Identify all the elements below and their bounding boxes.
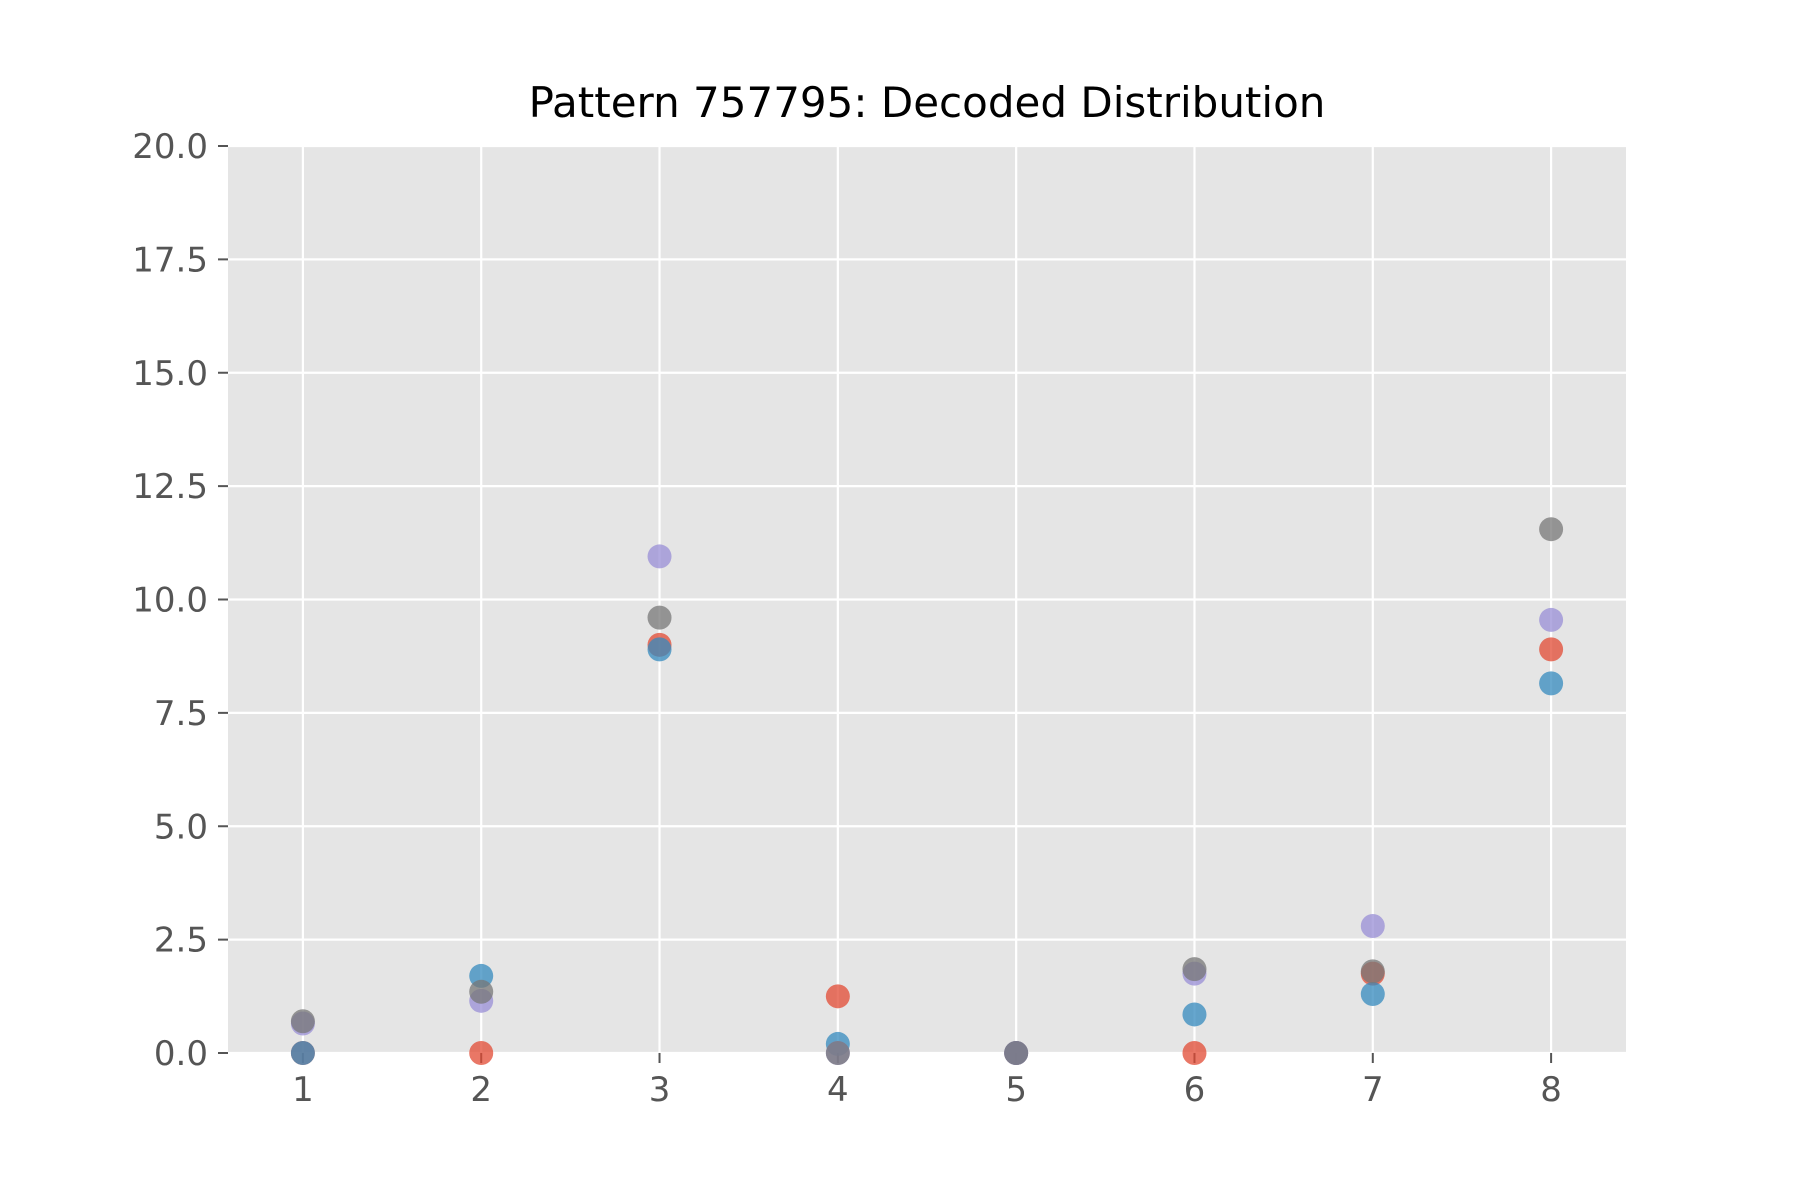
data-point	[1360, 959, 1385, 984]
x-tick-label: 7	[1362, 1070, 1384, 1110]
y-tick-label: 17.5	[132, 240, 208, 280]
data-point	[1004, 1041, 1029, 1065]
x-tick-label: 5	[1005, 1070, 1027, 1110]
data-point	[290, 1009, 315, 1034]
data-point	[290, 1041, 315, 1065]
data-point	[1182, 1002, 1207, 1027]
data-point	[1360, 982, 1385, 1007]
data-point	[1539, 517, 1564, 542]
data-point	[469, 979, 494, 1004]
y-tick-label: 20.0	[132, 127, 208, 167]
data-point	[1182, 1041, 1207, 1065]
data-points	[290, 517, 1564, 1065]
data-point	[825, 984, 850, 1009]
x-tick-label: 4	[827, 1070, 849, 1110]
x-tick-label: 3	[649, 1070, 671, 1110]
data-point	[1539, 607, 1564, 632]
y-tick-label: 2.5	[154, 921, 208, 961]
y-tick-label: 5.0	[154, 807, 208, 847]
axis-ticks: 1 2 3 4 5 6 7 8 0.0 2.5 5.0 7.5 10.0 12.5 15.0 17.5 20.0	[132, 127, 1562, 1110]
data-point	[1539, 637, 1564, 662]
x-tick-label: 6	[1184, 1070, 1206, 1110]
chart-title: Pattern 757795: Decoded Distribution	[529, 78, 1326, 127]
x-tick-label: 2	[470, 1070, 492, 1110]
data-point	[1360, 914, 1385, 939]
x-tick-label: 8	[1540, 1070, 1562, 1110]
data-point	[1539, 671, 1564, 696]
data-point	[647, 544, 672, 569]
y-tick-label: 7.5	[154, 694, 208, 734]
grid-lines	[228, 144, 1626, 1055]
y-tick-label: 12.5	[132, 467, 208, 507]
y-tick-label: 15.0	[132, 354, 208, 394]
y-tick-label: 0.0	[154, 1034, 208, 1074]
data-point	[1182, 957, 1207, 982]
x-tick-label: 1	[292, 1070, 314, 1110]
data-point	[647, 605, 672, 630]
data-point	[469, 1041, 494, 1065]
data-point	[825, 1041, 850, 1065]
y-tick-label: 10.0	[132, 581, 208, 621]
data-point	[647, 637, 672, 662]
